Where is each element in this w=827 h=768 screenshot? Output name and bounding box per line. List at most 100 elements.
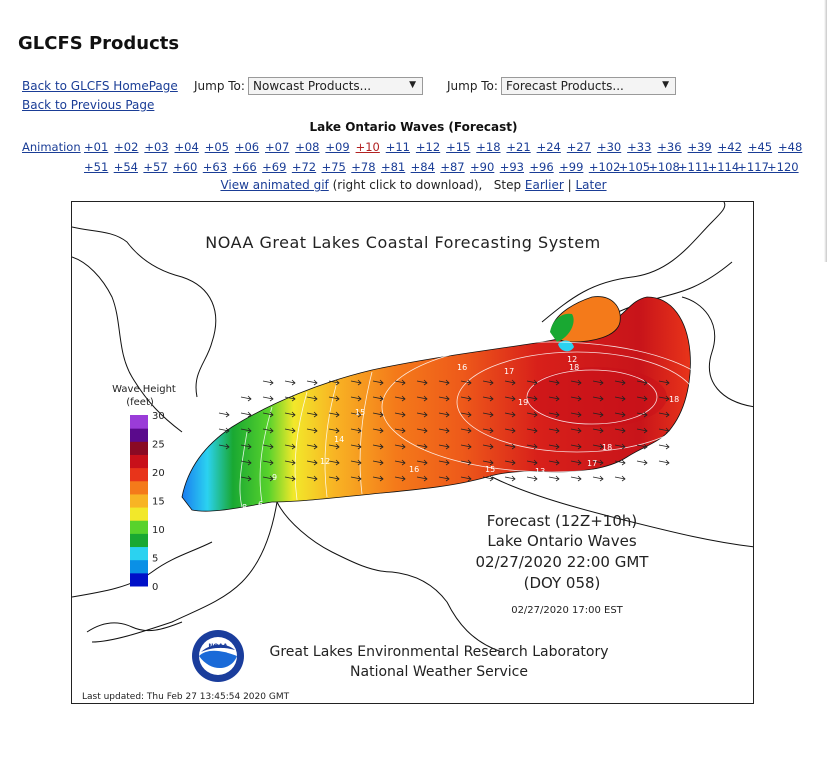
wave-direction-arrow-icon — [328, 459, 340, 466]
frame-link-10[interactable]: +10 — [355, 140, 380, 154]
frame-link-75[interactable]: +75 — [321, 160, 346, 174]
legend-tick-label: 5 — [152, 554, 158, 565]
wave-direction-arrow-icon — [438, 427, 450, 434]
forecast-products-select[interactable]: Forecast Products... ▼ — [501, 77, 676, 95]
wave-direction-arrow-icon — [548, 475, 560, 482]
frame-link-08[interactable]: +08 — [295, 140, 320, 154]
frame-link-09[interactable]: +09 — [325, 140, 350, 154]
frame-link-57[interactable]: +57 — [143, 160, 168, 174]
forecast-select-value: Forecast Products... — [506, 79, 624, 93]
contour-label: 17 — [504, 367, 514, 376]
frame-link-30[interactable]: +30 — [596, 140, 622, 154]
wave-direction-arrow-icon — [570, 411, 582, 418]
wave-direction-arrow-icon — [372, 427, 384, 434]
wave-direction-arrow-icon — [526, 459, 538, 466]
frame-link-36[interactable]: +36 — [657, 140, 682, 154]
legend-title: Wave Height — [112, 384, 176, 395]
frame-link-96[interactable]: +96 — [529, 160, 554, 174]
frame-link-15[interactable]: +15 — [446, 140, 471, 154]
contour-label: 9 — [272, 473, 277, 482]
back-home-link[interactable]: Back to GLCFS HomePage — [22, 79, 178, 93]
frame-link-02[interactable]: +02 — [114, 140, 139, 154]
step-later-link[interactable]: Later — [575, 178, 607, 192]
wave-direction-arrow-icon — [284, 443, 296, 450]
legend-color-step — [130, 559, 148, 574]
frame-link-48[interactable]: +48 — [778, 140, 803, 154]
wave-direction-arrow-icon — [570, 443, 582, 450]
frame-link-45[interactable]: +45 — [747, 140, 773, 154]
contour-label: 12 — [320, 457, 330, 466]
frame-link-108[interactable]: +108 — [648, 160, 680, 174]
frame-link-51[interactable]: +51 — [84, 160, 109, 174]
frame-link-78[interactable]: +78 — [351, 160, 376, 174]
frame-link-33[interactable]: +33 — [627, 140, 652, 154]
frame-link-04[interactable]: +04 — [174, 140, 199, 154]
forecast-local-time: 02/27/2020 17:00 EST — [511, 605, 623, 616]
animation-link[interactable]: Animation — [22, 140, 81, 154]
wave-direction-arrow-icon — [416, 475, 428, 482]
frame-link-69[interactable]: +69 — [262, 160, 287, 174]
step-earlier-link[interactable]: Earlier — [524, 178, 564, 192]
wave-direction-arrow-icon — [240, 411, 252, 418]
wave-direction-arrow-icon — [636, 443, 648, 450]
frame-link-60[interactable]: +60 — [173, 160, 198, 174]
noaa-logo-icon: NOAA — [192, 630, 244, 682]
frame-link-90[interactable]: +90 — [470, 160, 495, 174]
frame-link-27[interactable]: +27 — [566, 140, 592, 154]
wave-direction-arrow-icon — [306, 443, 318, 450]
view-animated-gif-link[interactable]: View animated gif — [220, 178, 329, 192]
frame-link-117[interactable]: +117 — [737, 160, 769, 174]
wave-direction-arrow-icon — [438, 443, 450, 450]
frame-link-54[interactable]: +54 — [113, 160, 138, 174]
frame-link-39[interactable]: +39 — [687, 140, 712, 154]
wave-direction-arrow-icon — [482, 411, 494, 418]
frame-link-12[interactable]: +12 — [415, 140, 441, 154]
wave-direction-arrow-icon — [526, 395, 538, 402]
back-previous-link[interactable]: Back to Previous Page — [22, 98, 155, 112]
gif-line: View animated gif (right click to downlo… — [0, 178, 827, 192]
wave-direction-arrow-icon — [328, 427, 340, 434]
contour-label: 18 — [669, 395, 679, 404]
wave-direction-arrow-icon — [570, 459, 582, 466]
frame-link-87[interactable]: +87 — [440, 160, 465, 174]
wave-direction-arrow-icon — [504, 395, 516, 402]
frame-link-99[interactable]: +99 — [559, 160, 584, 174]
frame-link-07[interactable]: +07 — [265, 140, 290, 154]
legend-color-step — [130, 533, 148, 548]
wave-direction-arrow-icon — [504, 443, 516, 450]
wave-direction-arrow-icon — [372, 459, 384, 466]
frame-link-03[interactable]: +03 — [144, 140, 169, 154]
wave-direction-arrow-icon — [460, 411, 472, 418]
wave-direction-arrow-icon — [526, 475, 538, 482]
frame-link-66[interactable]: +66 — [232, 160, 257, 174]
frame-link-21[interactable]: +21 — [506, 140, 531, 154]
wave-direction-arrow-icon — [262, 379, 274, 386]
frame-link-63[interactable]: +63 — [202, 160, 228, 174]
product-title: Lake Ontario Waves (Forecast) — [309, 120, 518, 134]
frame-link-111[interactable]: +111 — [677, 160, 710, 174]
wave-direction-arrow-icon — [262, 459, 274, 466]
frame-link-84[interactable]: +84 — [410, 160, 435, 174]
frame-link-93[interactable]: +93 — [499, 160, 525, 174]
frame-link-24[interactable]: +24 — [536, 140, 561, 154]
contour-value-labels: 17 16 15 14 12 9 8 6 18 19 18 18 17 15 1… — [242, 355, 679, 512]
wave-direction-arrow-icon — [460, 379, 472, 386]
frame-link-72[interactable]: +72 — [291, 160, 317, 174]
frame-link-114[interactable]: +114 — [707, 160, 740, 174]
wave-direction-arrow-icon — [394, 379, 406, 386]
frame-link-105[interactable]: +105 — [618, 160, 651, 174]
frame-link-102[interactable]: +102 — [588, 160, 621, 174]
frame-link-81[interactable]: +81 — [380, 160, 406, 174]
nowcast-products-select[interactable]: Nowcast Products... ▼ — [248, 77, 423, 95]
frame-link-06[interactable]: +06 — [234, 140, 260, 154]
wave-direction-arrow-icon — [350, 379, 362, 386]
frame-link-01[interactable]: +01 — [84, 140, 109, 154]
frame-link-18[interactable]: +18 — [476, 140, 501, 154]
contour-label: 18 — [569, 363, 579, 372]
wave-direction-arrow-icon — [482, 427, 494, 434]
frame-link-05[interactable]: +05 — [204, 140, 229, 154]
frame-link-120[interactable]: +120 — [767, 160, 799, 174]
frame-link-11[interactable]: +11 — [385, 140, 411, 154]
frame-link-42[interactable]: +42 — [717, 140, 742, 154]
wave-direction-arrow-icon — [394, 427, 406, 434]
